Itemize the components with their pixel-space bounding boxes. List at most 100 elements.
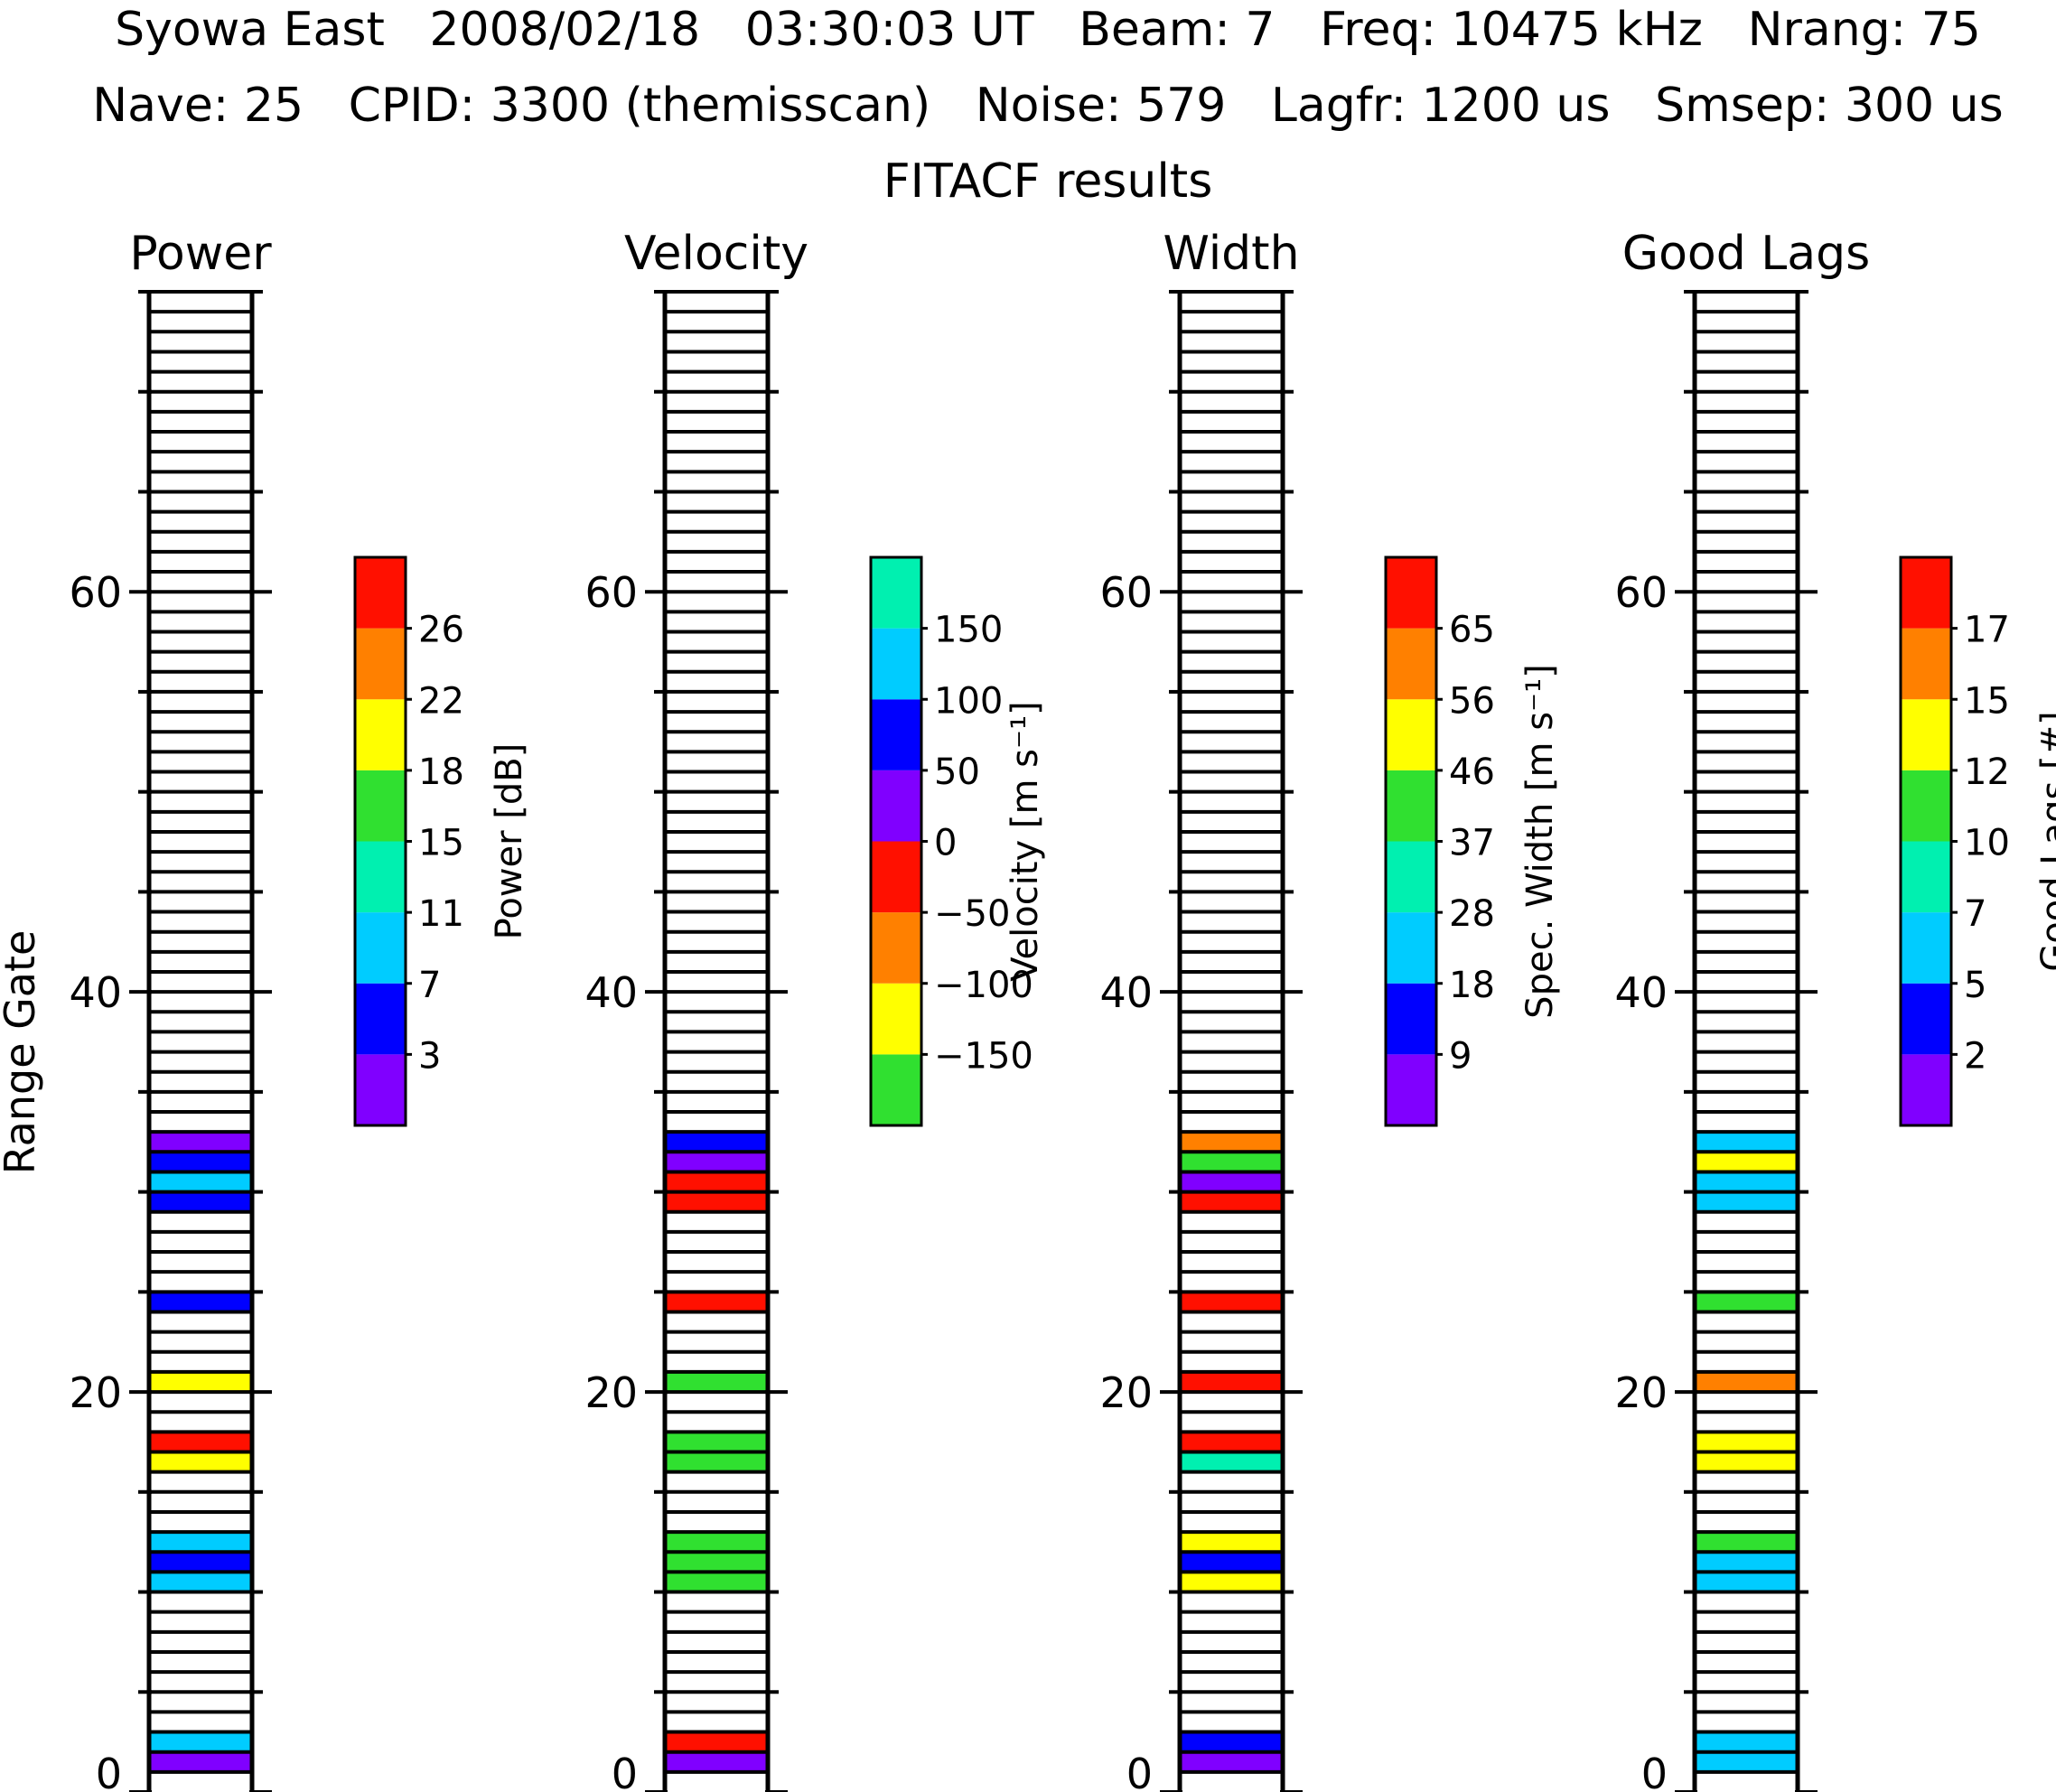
range-gate-cell xyxy=(665,1731,768,1752)
y-tick-label: 0 xyxy=(1641,1750,1668,1792)
panel-velocity: Velocity 0 20 40 60 −150 −100 −50 0 50 100 150 Veloc… xyxy=(584,227,1046,1792)
range-gate-cell xyxy=(1695,1532,1798,1553)
range-gate-cell xyxy=(149,1171,252,1192)
range-gate-cell xyxy=(1180,1152,1283,1172)
colorbar-tick-label: 46 xyxy=(1449,751,1495,793)
colorbar-segment xyxy=(1901,770,1951,842)
colorbar-segment xyxy=(871,983,921,1055)
colorbar-title: Good Lags [#] xyxy=(2034,711,2056,972)
colorbar-tick-label: 150 xyxy=(934,610,1003,651)
range-gate-cell xyxy=(149,1371,252,1393)
range-gate-cell xyxy=(1695,1152,1798,1172)
colorbar-segment xyxy=(355,699,406,770)
y-tick-label: 0 xyxy=(96,1750,122,1792)
colorbar-tick-label: −100 xyxy=(934,965,1033,1006)
range-gate-cell xyxy=(149,1572,252,1592)
y-tick-label: 40 xyxy=(1614,968,1668,1017)
range-gate-cell xyxy=(1180,1731,1283,1752)
colorbar-tick-label: 50 xyxy=(934,751,980,793)
colorbar-tick-label: 26 xyxy=(418,610,464,651)
colorbar-segment xyxy=(1386,628,1436,700)
range-gate-cell xyxy=(1695,1171,1798,1192)
range-gate-cell xyxy=(149,1191,252,1212)
colorbar-segment xyxy=(871,841,921,913)
range-gate-cell xyxy=(1180,1132,1283,1153)
colorbar-tick-label: 2 xyxy=(1964,1035,1986,1077)
colorbar-segment xyxy=(1386,983,1436,1055)
colorbar-tick-label: 18 xyxy=(418,751,464,793)
colorbar-segment xyxy=(1901,699,1951,770)
colorbar-tick-label: −150 xyxy=(934,1035,1033,1077)
colorbar-title: Velocity [m s⁻¹] xyxy=(1005,701,1046,982)
colorbar-segment xyxy=(1901,912,1951,984)
y-tick-label: 40 xyxy=(1099,968,1153,1017)
panel-title: Velocity xyxy=(624,227,808,281)
colorbar-tick-label: 65 xyxy=(1449,610,1495,651)
range-gate-cell xyxy=(665,1751,768,1772)
range-gate-cell xyxy=(1180,1451,1283,1472)
y-tick-label: 20 xyxy=(1099,1368,1153,1417)
panel-title: Width xyxy=(1163,227,1299,281)
y-tick-label: 20 xyxy=(1614,1368,1668,1417)
y-tick-label: 0 xyxy=(1126,1750,1153,1792)
y-tick-label: 0 xyxy=(612,1750,638,1792)
colorbar-segment xyxy=(871,628,921,700)
range-gate-cell xyxy=(1695,1371,1798,1393)
range-gate-cell xyxy=(1180,1552,1283,1573)
range-gate-cell xyxy=(1695,1552,1798,1573)
colorbar-title: Spec. Width [m s⁻¹] xyxy=(1519,664,1561,1019)
colorbar-segment xyxy=(355,912,406,984)
colorbar-segment xyxy=(1386,557,1436,629)
range-gate-cell xyxy=(1695,1751,1798,1772)
colorbar-segment xyxy=(871,699,921,770)
header-line-1: Syowa East 2008/02/18 03:30:03 UT Beam: … xyxy=(115,3,1981,57)
colorbar-tick-label: −50 xyxy=(934,893,1010,935)
range-gate-cell xyxy=(149,1751,252,1772)
range-gate-cell xyxy=(665,1432,768,1452)
range-gate-cell xyxy=(1695,1451,1798,1472)
range-gate-cell xyxy=(149,1532,252,1553)
colorbar-segment xyxy=(871,557,921,629)
colorbar-tick-label: 7 xyxy=(418,965,441,1006)
range-gate-cell xyxy=(665,1451,768,1472)
y-tick-label: 60 xyxy=(69,568,122,617)
range-gate-cell xyxy=(1180,1292,1283,1312)
colorbar-tick-label: 15 xyxy=(418,823,464,864)
colorbar-segment xyxy=(871,1054,921,1125)
colorbar-segment xyxy=(355,770,406,842)
range-gate-cell xyxy=(665,1132,768,1153)
colorbar-segment xyxy=(1901,841,1951,913)
colorbar-tick-label: 18 xyxy=(1449,965,1495,1006)
colorbar-segment xyxy=(1901,1054,1951,1125)
range-gate-cell xyxy=(665,1152,768,1172)
colorbar-segment xyxy=(1901,983,1951,1055)
range-gate-cell xyxy=(1695,1132,1798,1153)
colorbar-segment xyxy=(1901,557,1951,629)
y-axis-title: Range Gate xyxy=(0,930,44,1175)
range-gate-cell xyxy=(149,1292,252,1312)
colorbar-tick-label: 17 xyxy=(1964,610,2010,651)
range-gate-cell xyxy=(665,1532,768,1553)
colorbar-segment xyxy=(871,770,921,842)
colorbar-segment xyxy=(1386,699,1436,770)
range-gate-cell xyxy=(149,1731,252,1752)
range-gate-cell xyxy=(665,1552,768,1573)
colorbar-tick-label: 9 xyxy=(1449,1035,1472,1077)
header-line-3: FITACF results xyxy=(883,154,1213,209)
range-gate-cell xyxy=(1180,1751,1283,1772)
colorbar-tick-label: 3 xyxy=(418,1035,441,1077)
colorbar-segment xyxy=(355,841,406,913)
panel-title: Power xyxy=(129,227,272,281)
range-gate-cell xyxy=(149,1132,252,1153)
colorbar-tick-label: 22 xyxy=(418,680,464,722)
range-gate-cell xyxy=(1180,1171,1283,1192)
range-gate-cell xyxy=(665,1292,768,1312)
colorbar-tick-label: 15 xyxy=(1964,680,2010,722)
colorbar-segment xyxy=(1386,1054,1436,1125)
colorbar-tick-label: 100 xyxy=(934,680,1003,722)
colorbar-tick-label: 37 xyxy=(1449,823,1495,864)
range-gate-cell xyxy=(149,1152,252,1172)
colorbar-title: Power [dB] xyxy=(489,743,530,940)
